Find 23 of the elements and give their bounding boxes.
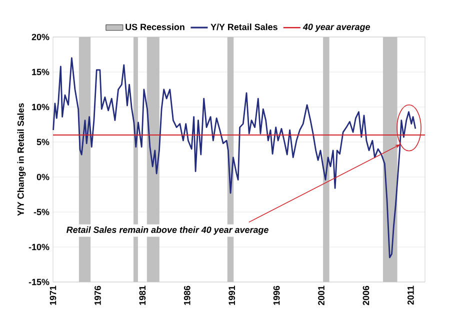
y-tick-label: -15% <box>28 278 50 286</box>
y-tick-label: 0% <box>36 174 50 180</box>
x-tick-label: 1986 <box>184 286 190 305</box>
y-tick-label: 15% <box>32 68 50 76</box>
x-tick-label: 1981 <box>139 286 146 305</box>
y-tick-label: -5% <box>34 208 50 216</box>
x-tick-label: 2011 <box>408 286 414 305</box>
legend-label: Y/Y Retail Sales <box>210 24 278 30</box>
x-tick-label: 2006 <box>362 286 370 306</box>
y-axis-title: Y/Y Change in Retail Sales <box>17 103 26 216</box>
line-series <box>52 57 416 258</box>
y-tick-label: -10% <box>28 244 50 250</box>
x-tick-label: 1976 <box>94 286 101 305</box>
y-tick-label: 20% <box>32 34 50 40</box>
y-tick-label: 10% <box>32 104 50 110</box>
x-tick-label: 1996 <box>273 286 280 305</box>
legend-label: 40 year average <box>302 24 370 32</box>
x-tick-label: 1991 <box>228 286 236 305</box>
legend-label: US Recession <box>126 24 184 30</box>
x-tick-label: 2001 <box>318 286 324 306</box>
annotation: Retail Sales remain above their 40 year average <box>66 226 268 235</box>
x-tick-label: 1971 <box>50 286 56 305</box>
y-tick-label: 5% <box>36 138 50 146</box>
